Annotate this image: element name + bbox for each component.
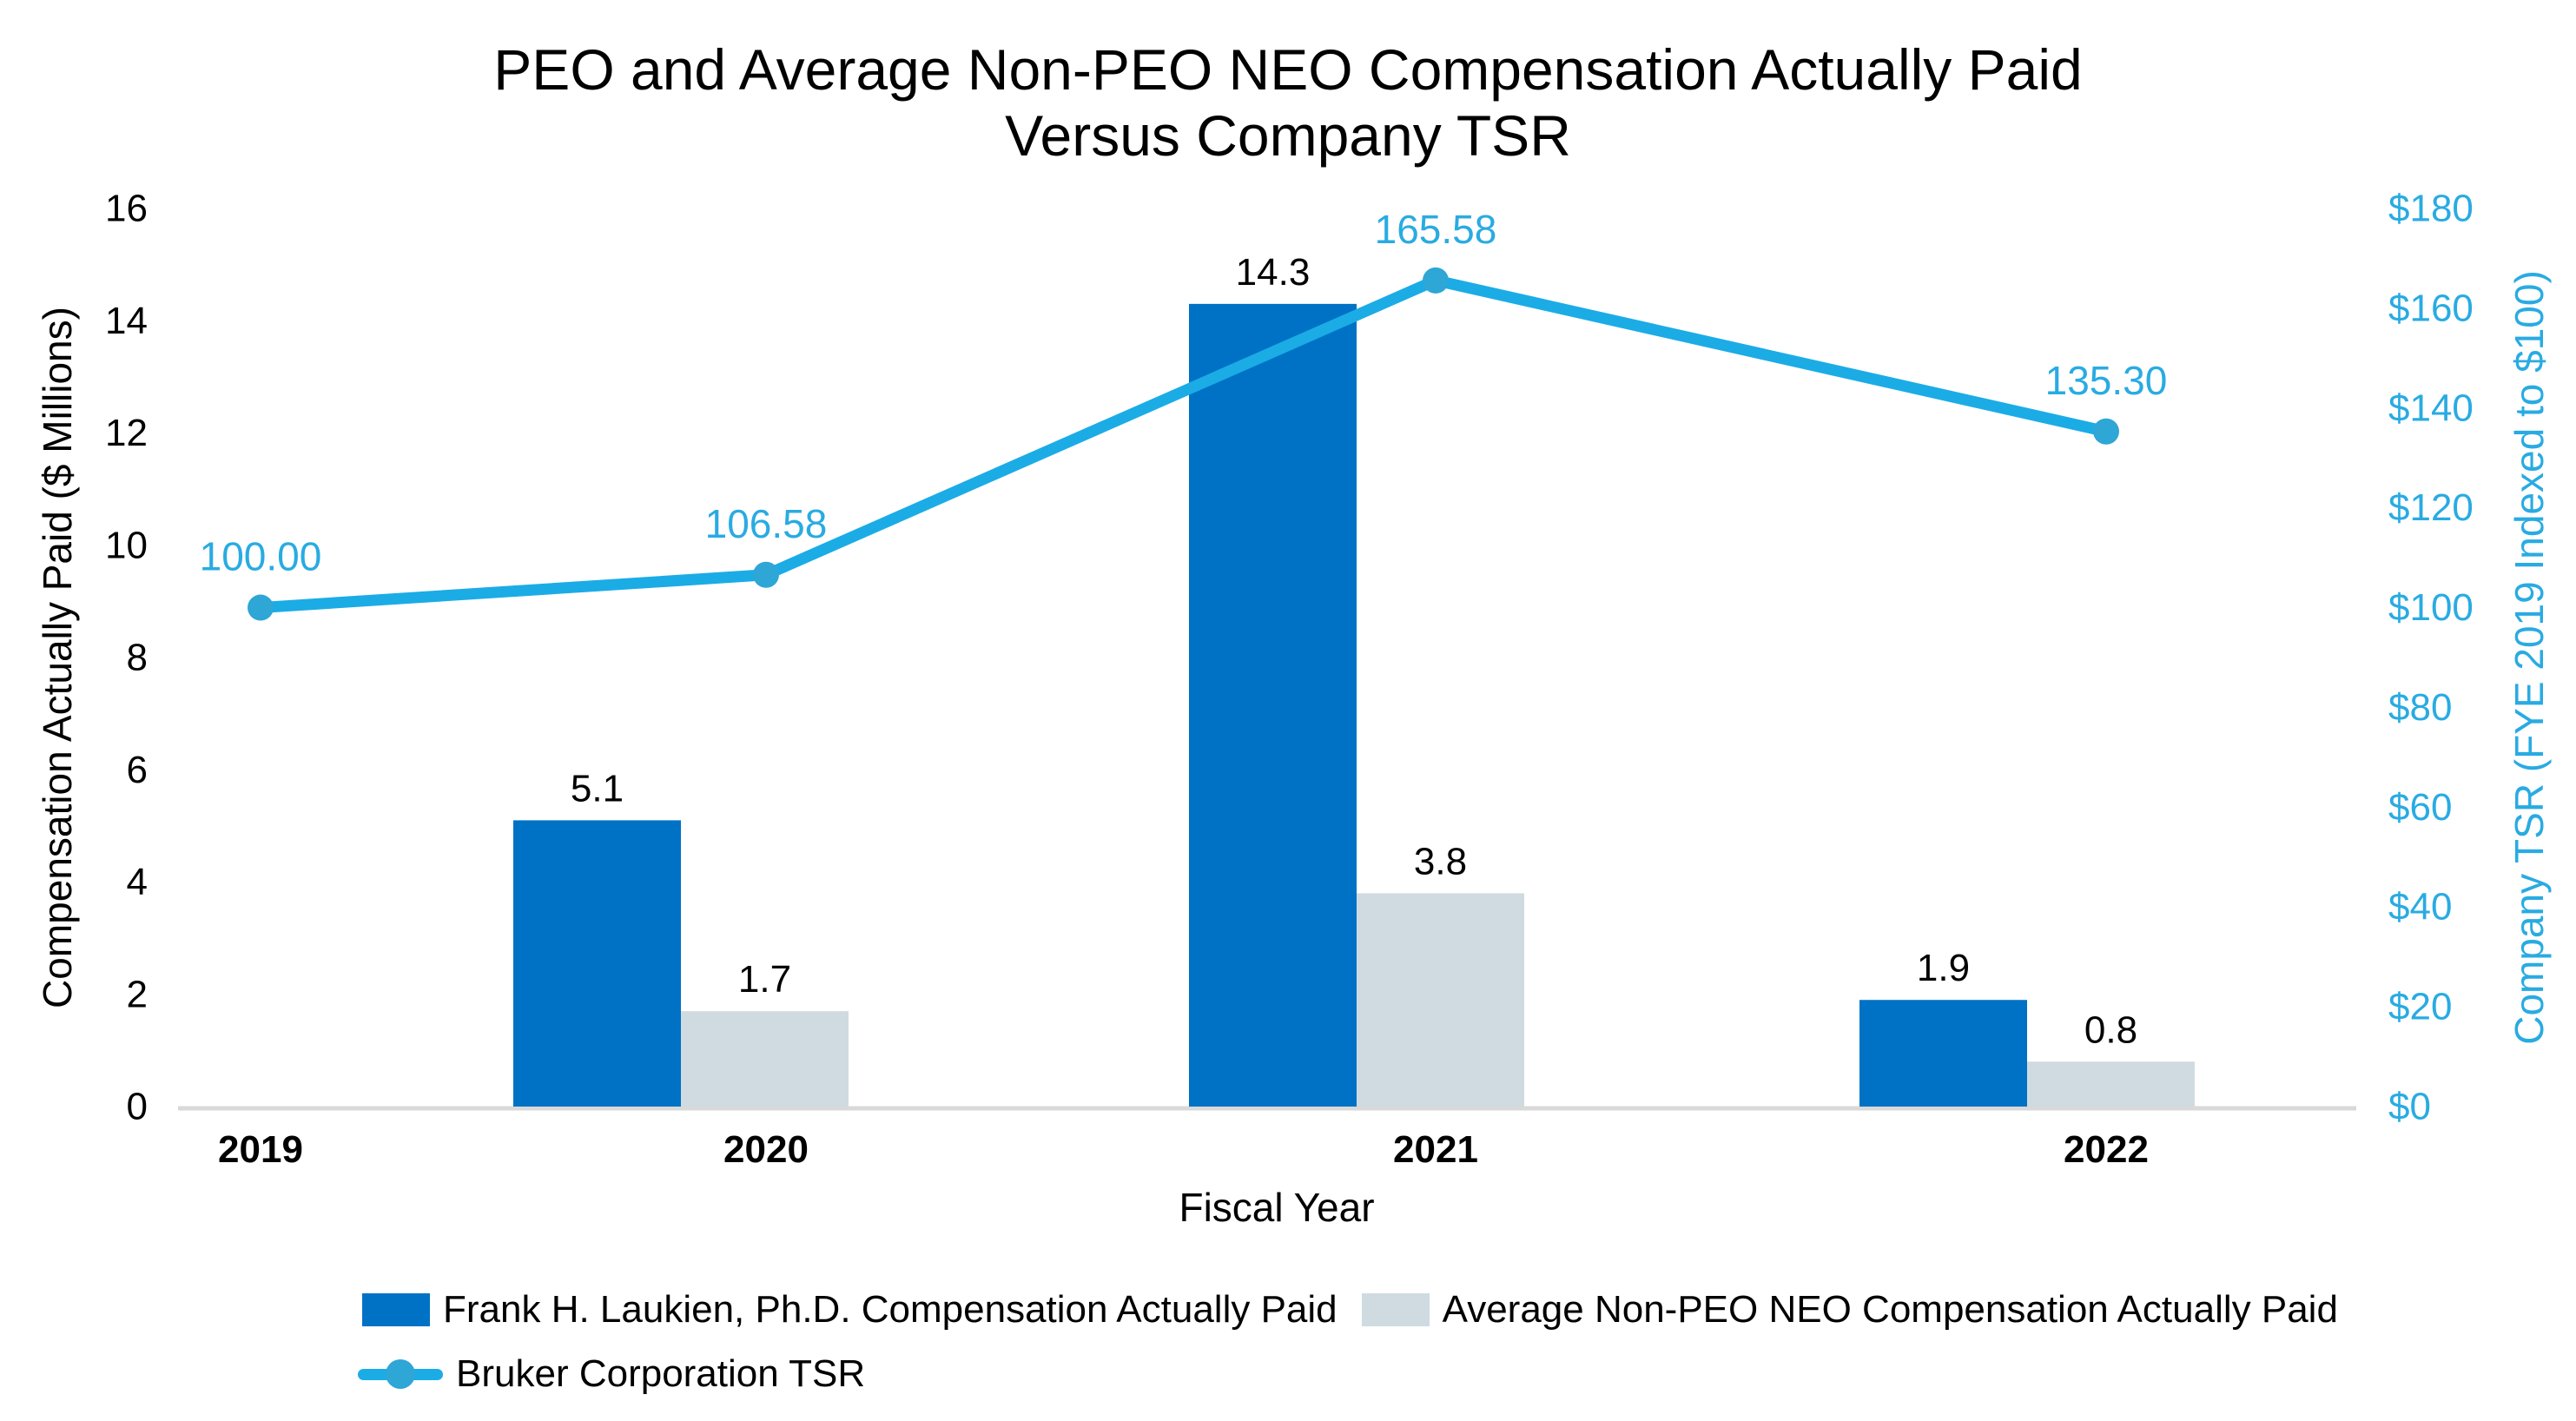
chart-title-line2: Versus Company TSR [1005,103,1571,168]
x-axis-tick-label: 2022 [2064,1128,2149,1171]
neo-bar-value-label: 0.8 [2084,1008,2137,1051]
tsr-line-marker [753,561,779,588]
peo-bar [1189,303,1357,1107]
peo-bar-value-label: 5.1 [571,767,624,810]
right-axis-tick-label: $20 [2388,986,2452,1028]
chart-title-line1: PEO and Average Non-PEO NEO Compensation… [493,37,2083,102]
right-axis-tick-label: $0 [2388,1086,2431,1128]
left-axis-tick-label: 14 [105,300,148,342]
tsr-value-label: 135.30 [2045,358,2168,403]
neo-bar-value-label: 1.7 [738,958,791,1001]
left-axis-tick-label: 4 [127,861,148,903]
right-axis-tick-label: $140 [2388,387,2474,429]
right-axis-tick-label: $160 [2388,287,2474,329]
tsr-value-label: 165.58 [1375,207,1497,252]
left-axis-tick-label: 6 [127,749,148,791]
tsr-value-label: 106.58 [705,501,828,546]
legend-swatch-tsr-marker-icon [386,1359,415,1389]
neo-bar [1357,893,1524,1107]
x-axis-title: Fiscal Year [1179,1185,1375,1230]
neo-bar [2027,1061,2195,1107]
legend: Frank H. Laukien, Ph.D. Compensation Act… [362,1288,2338,1332]
right-axis-tick-label: $60 [2388,786,2452,829]
left-axis-tick-label: 10 [105,524,148,566]
right-axis-tick-label: $80 [2388,686,2452,729]
legend-row-2: Bruker Corporation TSR [358,1352,865,1396]
right-axis-tick-label: $40 [2388,886,2452,929]
neo-bar [681,1011,849,1107]
tsr-line-marker [248,594,274,621]
x-axis-tick-label: 2020 [723,1128,809,1171]
right-axis-tick-label: $100 [2388,586,2474,629]
legend-label-neo: Average Non-PEO NEO Compensation Actuall… [1442,1288,2338,1331]
legend-label-tsr: Bruker Corporation TSR [456,1352,866,1395]
legend-item-tsr: Bruker Corporation TSR [358,1352,865,1396]
legend-swatch-tsr-line-icon [358,1359,443,1389]
tsr-line-marker [2093,418,2119,445]
left-axis-tick-label: 8 [127,637,148,679]
legend-item-neo: Average Non-PEO NEO Compensation Actuall… [1361,1288,2338,1332]
left-axis-tick-label: 12 [105,412,148,454]
legend-swatch-peo [362,1293,430,1326]
x-axis-tick-label: 2019 [218,1128,303,1171]
legend-item-peo: Frank H. Laukien, Ph.D. Compensation Act… [362,1288,1338,1332]
neo-bar-value-label: 3.8 [1414,840,1467,882]
peo-bar-value-label: 14.3 [1236,251,1311,294]
peo-bar [513,820,681,1107]
left-axis-tick-label: 0 [127,1086,148,1128]
x-axis-tick-label: 2021 [1393,1128,1478,1171]
tsr-line-marker [1423,267,1449,294]
legend-label-peo: Frank H. Laukien, Ph.D. Compensation Act… [443,1288,1338,1331]
left-axis-tick-label: 16 [105,188,148,230]
right-axis-tick-label: $120 [2388,486,2474,529]
chart-title: PEO and Average Non-PEO NEO Compensation… [0,36,2576,169]
tsr-value-label: 100.00 [200,534,322,579]
legend-swatch-neo [1361,1293,1430,1326]
peo-bar-value-label: 1.9 [1917,947,1970,989]
peo-bar [1859,1000,2027,1107]
right-axis-tick-label: $180 [2388,188,2474,230]
left-axis-tick-label: 2 [127,973,148,1015]
tsr-line [254,274,2112,614]
